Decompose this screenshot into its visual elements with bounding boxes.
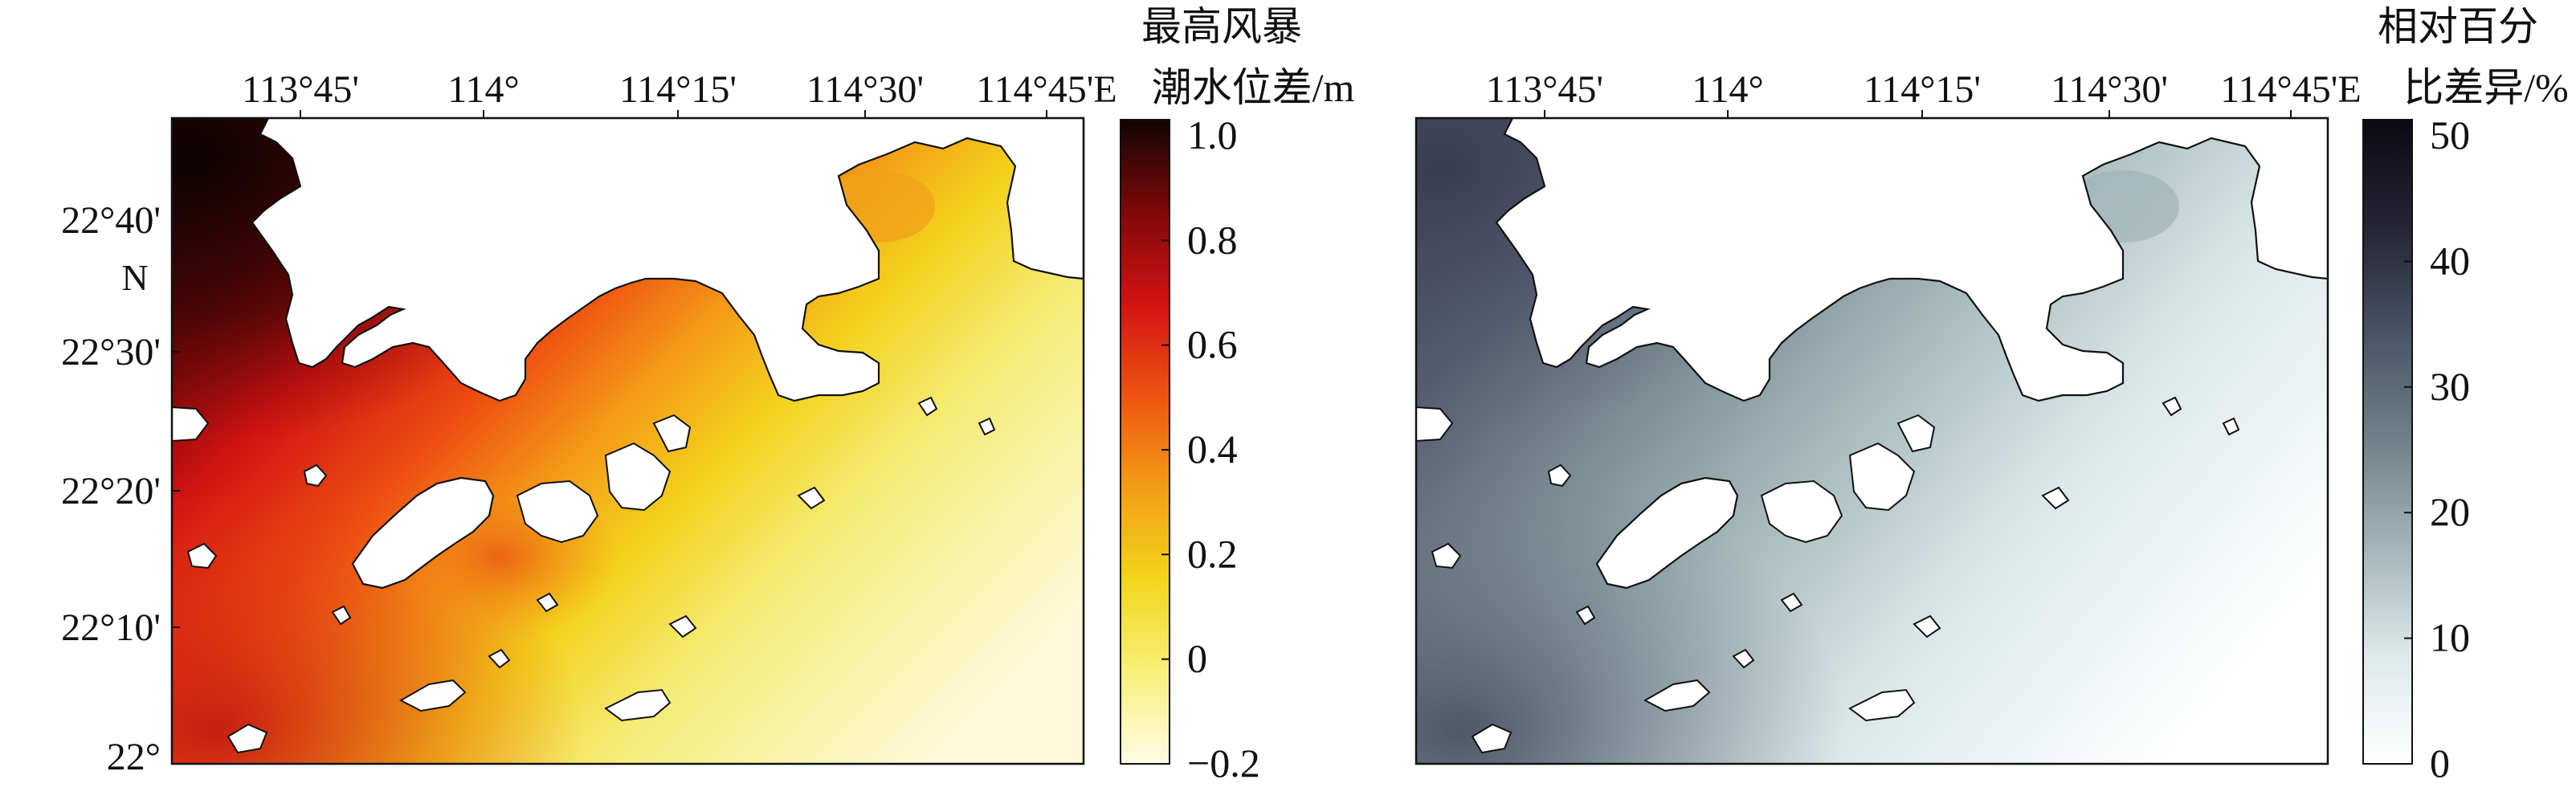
x-tick-label: 114°30'	[806, 68, 924, 111]
x-tick-label: 114°30'	[2051, 68, 2168, 111]
x-tick-label: 114°45'E	[2220, 68, 2361, 111]
colorbar-tick-label: −0.2	[1187, 741, 1260, 786]
right-colorbar-title-line2: 比差异/%	[2403, 65, 2569, 110]
right-colorbar-title-line1: 相对百分	[2378, 4, 2538, 49]
left-map-panel	[170, 116, 1085, 765]
colorbar-tick-label: 30	[2430, 364, 2470, 409]
colorbar-tick-label: 0.6	[1187, 322, 1238, 367]
x-tick-label: 113°45'	[242, 68, 359, 111]
x-tick-label: 114°15'	[1864, 68, 1981, 111]
x-tick-label: 114°	[447, 68, 519, 111]
y-tick-label: 22°20'	[61, 470, 161, 512]
x-tick-label: 113°45'	[1486, 68, 1603, 111]
left-map-frame	[170, 116, 1085, 765]
left-x-axis: 113°45' 114° 114°15' 114°30' 114°45'E	[242, 68, 1117, 118]
colorbar-tick-label: 1.0	[1187, 112, 1238, 157]
left-colorbar-gradient	[1120, 119, 1170, 765]
colorbar-tick-label: 0	[1187, 636, 1207, 681]
left-colorbar-title-line1: 最高风暴	[1141, 4, 1302, 49]
colorbar-tick-label: 10	[2430, 615, 2470, 660]
colorbar-tick-label: 50	[2430, 112, 2470, 157]
left-y-unit-label: N	[121, 257, 148, 298]
left-y-axis: 22°40' 22°30' 22°20' 22°10' 22°	[61, 199, 180, 778]
right-colorbar-gradient	[2362, 119, 2413, 765]
right-colorbar: 50 40 30 20 10 0 相对百分 比差异/%	[2362, 4, 2569, 786]
x-tick-label: 114°	[1692, 68, 1763, 111]
colorbar-tick-label: 0.8	[1187, 217, 1238, 262]
colorbar-tick-label: 20	[2430, 489, 2470, 534]
x-tick-label: 114°15'	[619, 68, 737, 111]
y-tick-label: 22°10'	[61, 606, 161, 649]
y-tick-label: 22°	[107, 736, 161, 778]
right-map-frame	[1415, 116, 2329, 765]
right-x-axis: 113°45' 114° 114°15' 114°30' 114°45'E	[1486, 68, 2362, 118]
left-colorbar: 1.0 0.8 0.6 0.4 0.2 0 −0.2 最高风暴 潮水位差/m	[1120, 4, 1355, 786]
colorbar-tick-label: 0.2	[1187, 531, 1238, 576]
left-colorbar-title-line2: 潮水位差/m	[1152, 65, 1355, 110]
x-tick-label: 114°45'E	[976, 68, 1117, 111]
y-tick-label: 22°40'	[61, 199, 161, 242]
colorbar-tick-label: 0.4	[1187, 426, 1238, 471]
colorbar-tick-label: 0	[2430, 741, 2450, 786]
right-map-panel	[1415, 116, 2329, 765]
colorbar-tick-label: 40	[2430, 238, 2470, 283]
y-tick-label: 22°30'	[61, 331, 161, 373]
